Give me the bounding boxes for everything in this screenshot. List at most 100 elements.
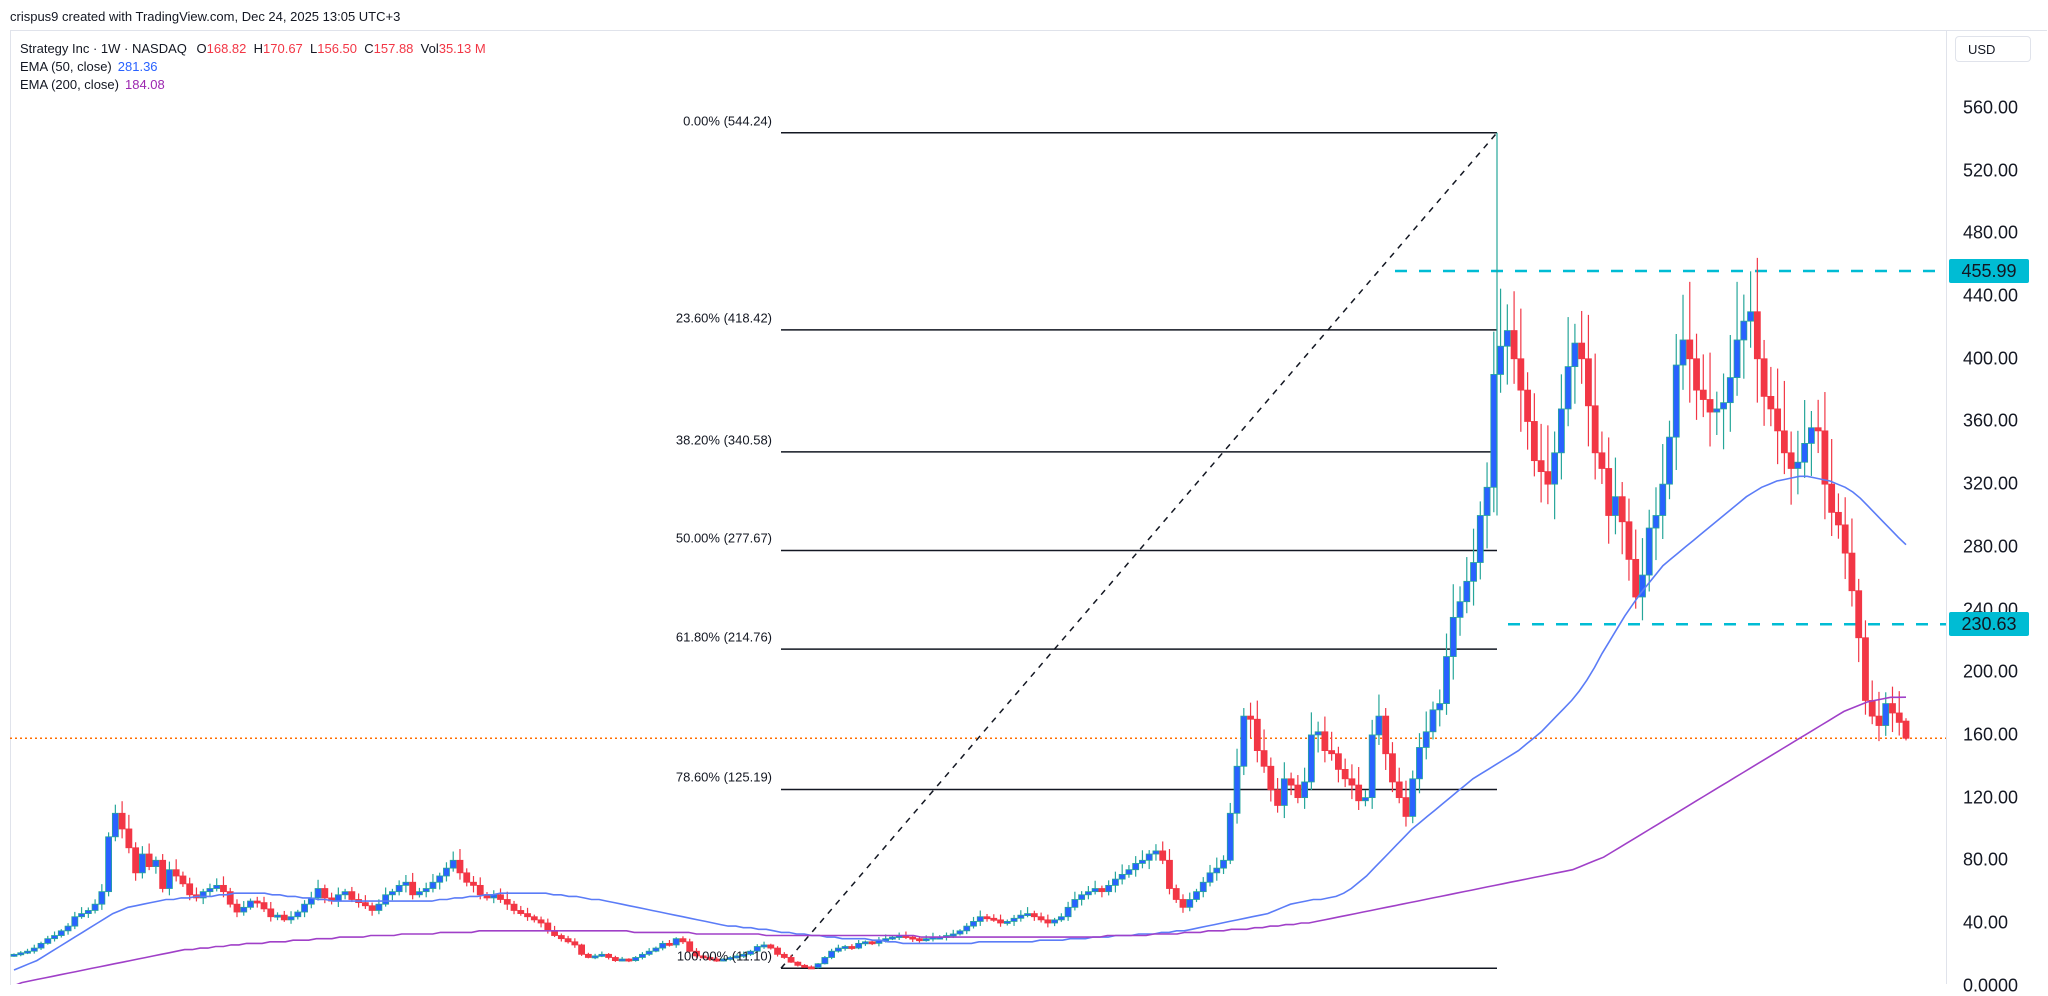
candle-body [1666,436,1673,485]
candle-body [395,884,403,893]
candle-body [1733,339,1741,378]
candle-body [497,894,504,900]
candle-body [1105,884,1113,893]
low-value: 156.50 [317,41,358,56]
candle-body [274,914,281,918]
candle-body [186,883,194,896]
candle-body [801,964,808,968]
candle-body [1260,750,1268,767]
candle-body [1139,859,1146,864]
price-tick: 0.0000 [1963,975,2019,996]
candle-body [1389,753,1396,783]
candle-body [1166,859,1173,889]
candle-body [199,891,207,899]
candle-body [1199,881,1207,893]
candle-body [598,953,606,957]
ema50-value: 281.36 [117,59,158,74]
candle-body [1159,850,1167,861]
candle-body [361,902,369,907]
fib-level-label: 78.60% (125.19) [675,769,772,785]
candle-body [152,859,160,867]
candle-body [1422,731,1430,748]
candle-body [436,875,444,883]
price-tick: 40.00 [1963,912,2009,933]
candle-body [632,957,640,962]
symbol-legend-row[interactable]: Strategy Inc · 1W · NASDAQ O168.82 H170.… [20,40,486,58]
candle-body [1787,452,1795,469]
candle-body [1585,358,1592,407]
candle-body [1557,408,1565,454]
candle-body [1091,888,1099,893]
candle-body [672,938,680,946]
price-level-tag: 455.99 [1949,259,2029,283]
candle-body [1808,427,1815,444]
candle-body [1335,753,1342,770]
candle-body [1612,496,1619,516]
candle-body [679,938,687,943]
candle-body [1328,750,1336,755]
price-tick: 440.00 [1963,285,2019,306]
candle-body [17,952,25,956]
open-label: O [196,41,207,56]
candle-body [1659,483,1667,516]
candle-body [1490,374,1498,488]
fib-trend-line [780,132,1498,969]
candle-body [1767,395,1775,410]
candle-body [280,914,288,921]
price-tick: 480.00 [1963,222,2019,243]
candle-body [1544,471,1552,485]
candle-body [125,828,133,849]
candle-body [1402,797,1410,817]
candle-body [963,925,971,932]
candle-body [983,916,991,920]
candle-body [774,947,781,955]
candle-body [997,919,1004,924]
candle-body [1902,720,1910,739]
price-tick: 560.00 [1963,97,2019,118]
candle-body [1037,916,1045,921]
candle-body [686,941,694,952]
candle-body [666,942,673,946]
candle-body [814,963,822,969]
candle-body [1679,339,1687,366]
ema200-legend-row[interactable]: EMA (200, close) 184.08 [20,76,486,94]
candle-body [1801,443,1809,463]
candle-body [294,911,302,918]
candle-body [1193,891,1200,900]
candle-body [1274,789,1281,806]
high-value: 170.67 [263,41,303,56]
candle-body [1794,461,1802,469]
chart-legend: Strategy Inc · 1W · NASDAQ O168.82 H170.… [20,40,486,94]
candle-body [1517,358,1525,391]
chart-credit: crispus9 created with TradingView.com, D… [10,9,401,24]
fib-level-label: 100.00% (11.10) [676,948,772,964]
fib-level-label: 23.60% (418.42) [675,310,772,326]
candle-body [422,888,430,893]
price-tick: 80.00 [1963,849,2009,870]
candle-body [1382,715,1390,755]
currency-button[interactable]: USD [1955,36,2031,62]
candle-body [794,961,802,966]
candle-body [564,938,572,943]
candle-body [382,894,390,905]
candle-body [1537,460,1545,473]
ema50-legend-row[interactable]: EMA (50, close) 281.36 [20,58,486,76]
candle-body [1341,769,1349,780]
candle-body [706,957,714,960]
candle-body [226,891,234,905]
candle-body [1240,715,1248,767]
candle-body [618,958,626,962]
candle-body [1057,916,1065,921]
candle-body [1510,330,1518,360]
candle-body [1828,483,1836,513]
candle-body [530,916,538,921]
candle-body [1030,913,1038,918]
candle-body [1280,778,1288,806]
candle-body [1841,524,1849,554]
candle-body [1395,781,1403,799]
volume-value: 35.13 M [438,41,486,56]
candle-body [544,922,552,932]
candle-body [578,944,585,955]
fib-level-label: 61.80% (214.76) [675,629,772,645]
